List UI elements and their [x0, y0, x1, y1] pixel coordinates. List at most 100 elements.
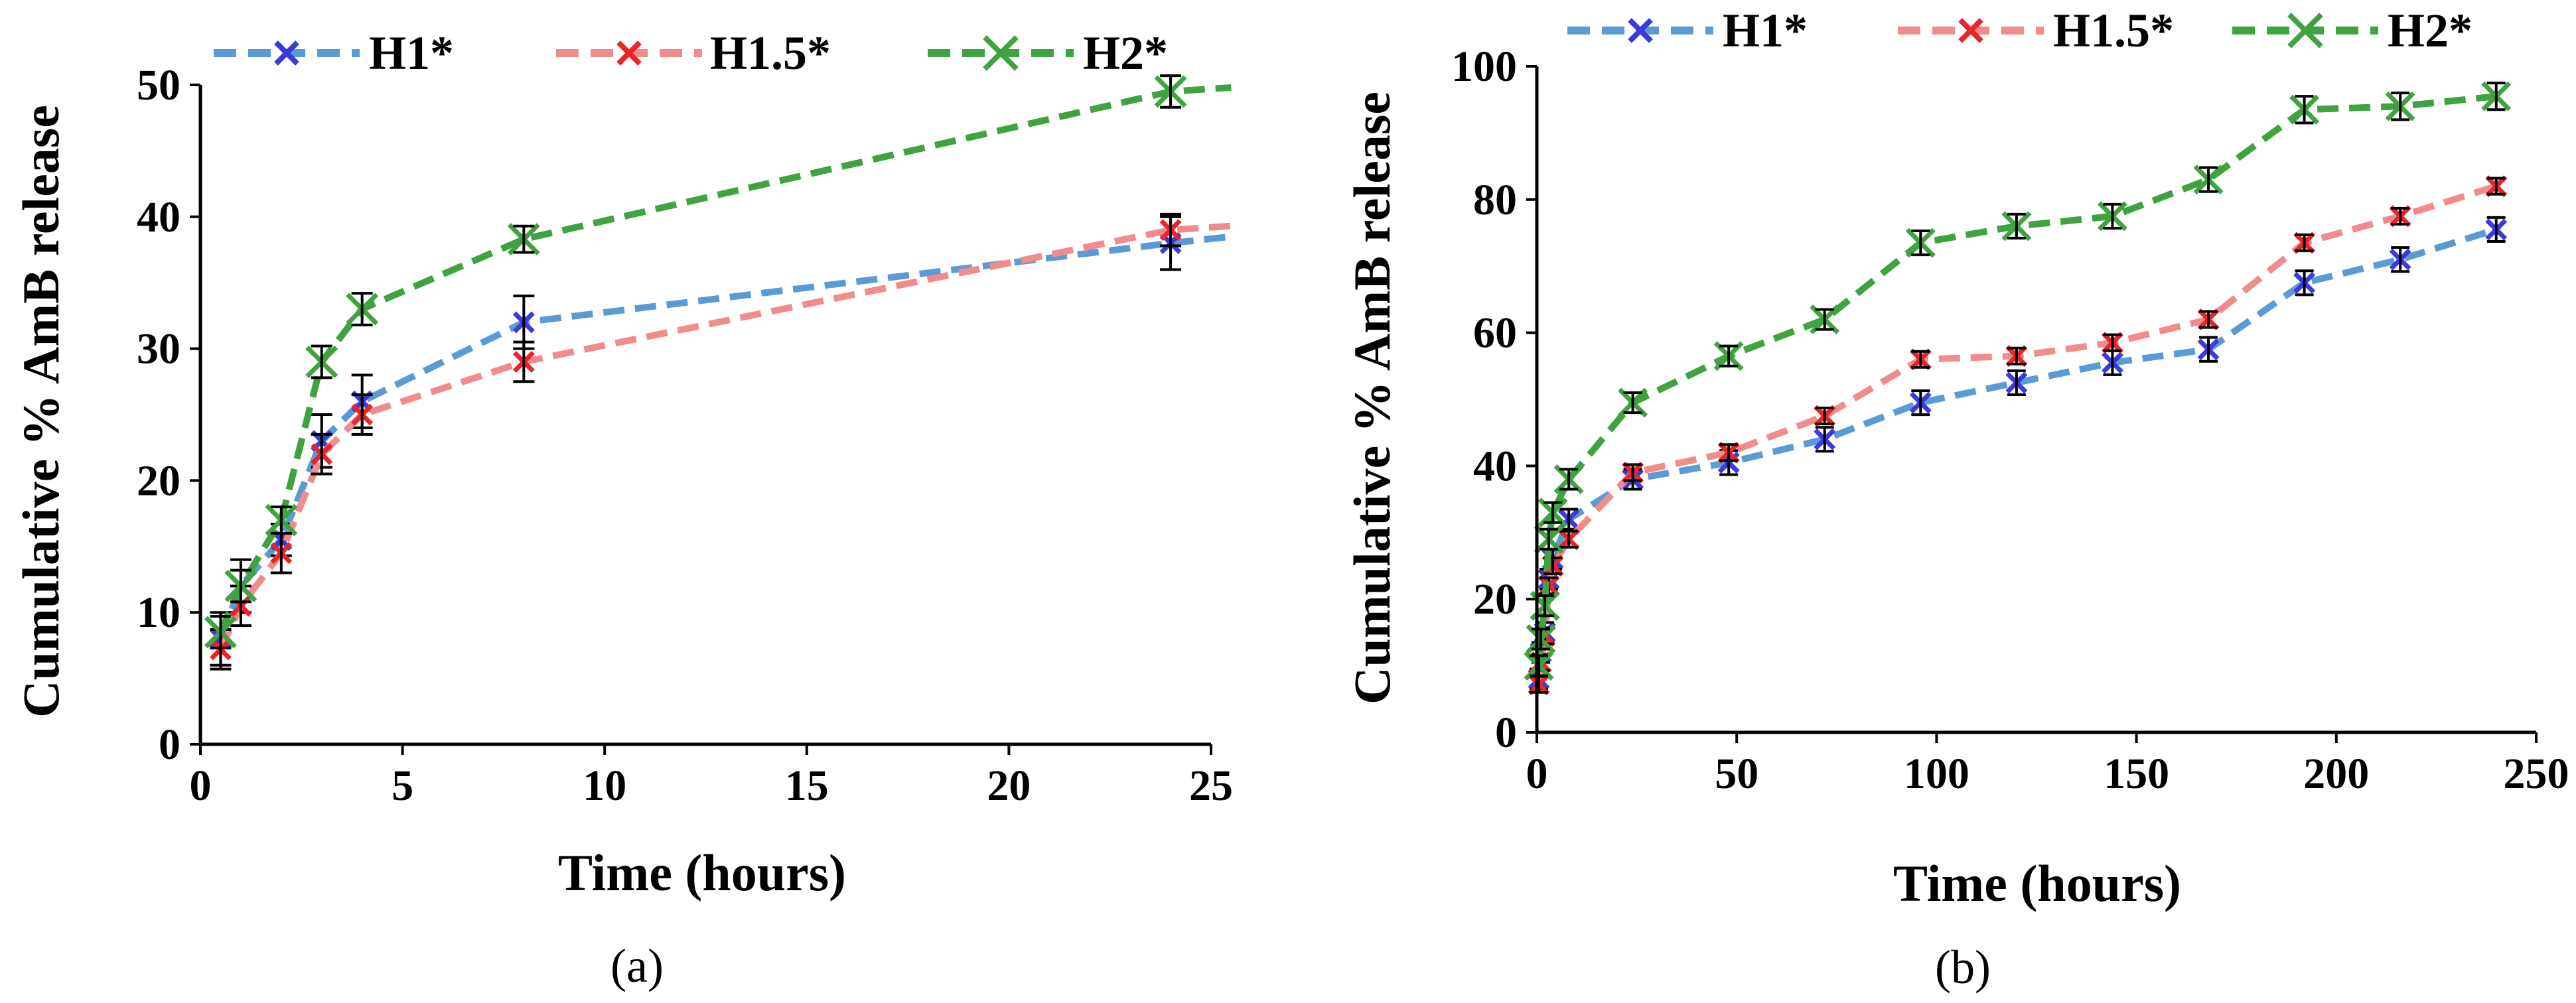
- legend-label: H2*: [2388, 4, 2472, 57]
- series-h1: [209, 215, 1232, 667]
- error-bar: [2486, 176, 2506, 196]
- y-tick-label: 20: [137, 456, 180, 505]
- error-bar: [1543, 501, 1563, 524]
- error-bar: [2295, 95, 2314, 125]
- error-bar: [2295, 234, 2314, 253]
- series-h15: [209, 212, 1232, 671]
- error-bar: [2103, 202, 2122, 230]
- series-layer-b: [1524, 81, 2512, 696]
- y-tick-label: 0: [159, 720, 180, 769]
- legend-a: H1* H1.5* H2*: [214, 27, 1168, 80]
- error-bar: [1559, 529, 1579, 549]
- error-bar: [2007, 212, 2026, 240]
- y-tick-label: 0: [1495, 708, 1517, 757]
- series-h2: [1524, 81, 2512, 681]
- y-tick-label: 50: [137, 61, 180, 109]
- series-line: [217, 84, 1232, 634]
- legend-marker-x: [983, 35, 1019, 71]
- error-bar: [230, 568, 251, 604]
- error-bar: [2199, 336, 2218, 363]
- error-bar: [1160, 212, 1182, 247]
- legend-label: H1.5*: [2053, 4, 2174, 57]
- error-bar: [311, 344, 332, 379]
- legend-item-h15: H1.5*: [556, 27, 831, 80]
- error-bar: [311, 433, 332, 476]
- x-tick-label: 200: [2303, 750, 2369, 798]
- error-bar: [1530, 654, 1549, 677]
- x-tick-label: 10: [583, 762, 626, 810]
- error-bar: [2295, 269, 2314, 297]
- legend-item-h2: H2*: [2232, 4, 2472, 57]
- error-bar: [1623, 391, 1642, 415]
- error-bar: [1911, 229, 1930, 257]
- legend-item-h1: H1*: [214, 27, 454, 80]
- series-line: [1536, 93, 2497, 666]
- x-tick-label: 15: [785, 762, 829, 810]
- error-bar: [351, 292, 373, 326]
- legend-marker-x: [2287, 13, 2323, 48]
- legend-marker-x: [1958, 18, 1983, 43]
- x-tick-label: 0: [190, 762, 212, 810]
- tick-layer-a: 0 5 10 15 20 25 0 10 20 30 40 50: [137, 61, 1233, 810]
- x-tick-label: 150: [2104, 750, 2169, 798]
- series-line: [217, 222, 1232, 651]
- error-bar: [1719, 344, 1739, 368]
- error-bar: [513, 224, 535, 254]
- legend-b: H1* H1.5* H2*: [1567, 4, 2472, 57]
- error-bar: [1539, 527, 1559, 551]
- error-bar: [2199, 166, 2218, 193]
- chart-panel-a: 0 5 10 15 20 25 0 10 20 30 40 50 Cumulative % AmB r…: [12, 27, 1233, 992]
- series-h15: [1528, 175, 2508, 696]
- x-tick-label: 50: [1715, 750, 1758, 798]
- legend-item-h2: H2*: [928, 27, 1168, 80]
- error-bar: [1815, 407, 1834, 426]
- legend-label: H1*: [1723, 4, 1808, 57]
- y-axis-title: Cumulative % AmB release: [12, 105, 70, 718]
- x-axis-title: Time (hours): [558, 844, 846, 902]
- error-bar: [2103, 333, 2122, 352]
- y-tick-label: 30: [137, 325, 180, 373]
- legend-label: H1*: [369, 27, 454, 80]
- error-bar: [1911, 389, 1930, 417]
- x-tick-label: 5: [392, 762, 413, 810]
- error-bar: [513, 340, 535, 383]
- y-tick-label: 60: [1473, 309, 1517, 358]
- legend-label: H1.5*: [710, 27, 831, 80]
- series-layer-a: [204, 74, 1232, 671]
- tick-layer-b: 0 50 100 150 200 250 0 20 40 60 80 100: [1451, 42, 2569, 798]
- error-bar: [210, 615, 232, 649]
- error-bar: [2391, 246, 2410, 273]
- x-tick-label: 25: [1189, 762, 1233, 810]
- series-h2: [204, 74, 1232, 649]
- y-tick-label: 100: [1451, 42, 1517, 91]
- error-bar: [1911, 350, 1930, 369]
- y-axis-title: Cumulative % AmB release: [1343, 92, 1401, 704]
- panel-label: (b): [1935, 941, 1991, 994]
- panel-label: (a): [610, 939, 664, 992]
- x-tick-label: 20: [987, 762, 1031, 810]
- x-axis-title: Time (hours): [1893, 854, 2181, 912]
- error-bar: [2391, 206, 2410, 226]
- error-bar: [2199, 310, 2218, 329]
- x-tick-label: 100: [1904, 750, 1969, 798]
- y-tick-label: 40: [137, 193, 180, 241]
- legend-marker-x: [274, 40, 299, 66]
- y-tick-label: 20: [1473, 575, 1517, 624]
- error-bar: [2391, 92, 2410, 121]
- series-line: [1536, 182, 2498, 685]
- error-bar: [1160, 74, 1182, 109]
- legend-item-h1: H1*: [1567, 4, 1808, 57]
- error-bar: [1536, 594, 1555, 618]
- error-bar: [2007, 369, 2026, 396]
- error-bar: [1719, 443, 1739, 462]
- chart-panel-b: 0 50 100 150 200 250 0 20 40 60 80 100 Cumulative %…: [1343, 4, 2569, 994]
- legend-marker-x: [616, 40, 642, 66]
- series-h1: [1528, 216, 2508, 691]
- y-tick-label: 80: [1473, 176, 1517, 224]
- error-bar: [1559, 468, 1579, 491]
- error-bar: [2486, 82, 2506, 111]
- error-bar: [270, 505, 292, 535]
- error-bar: [1815, 426, 1834, 453]
- error-bar: [2007, 346, 2026, 366]
